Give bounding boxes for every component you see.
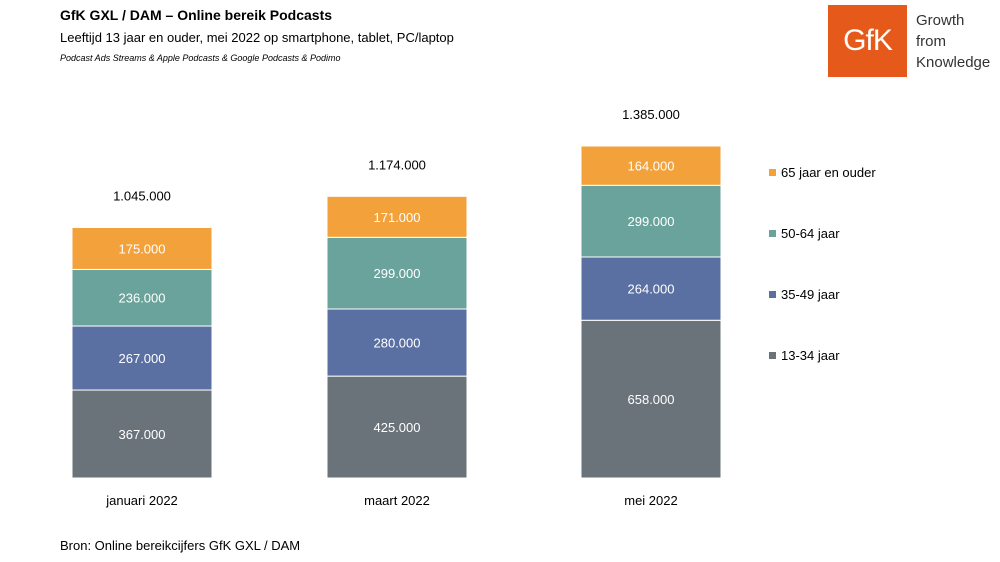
legend-label-3: 35-49 jaar	[781, 287, 840, 302]
bar-segment-3-2	[580, 256, 722, 321]
chart-title: GfK GXL / DAM – Online bereik Podcasts	[60, 7, 333, 23]
bar-value-label-2-4: 171.000	[374, 210, 421, 225]
bar-segment-2-1	[326, 375, 468, 479]
bar-segment-2-3	[326, 236, 468, 310]
tagline-line-3: Knowledge	[916, 54, 991, 71]
bar-value-label-3-3: 299.000	[628, 214, 675, 229]
x-axis-label-3: mei 2022	[624, 493, 677, 508]
gfk-logo-mark: GfK	[843, 24, 893, 57]
legend-swatch-4	[769, 352, 776, 359]
bar-segment-2-2	[326, 308, 468, 377]
bar-value-label-3-2: 264.000	[628, 282, 675, 297]
total-label-1: 1.045.000	[113, 189, 171, 204]
bar-segment-3-1	[580, 319, 722, 479]
bar-value-label-1-3: 236.000	[119, 291, 166, 306]
source-note: Bron: Online bereikcijfers GfK GXL / DAM	[60, 538, 301, 553]
bar-segment-3-4	[580, 145, 722, 186]
legend-label-4: 13-34 jaar	[781, 348, 840, 363]
legend-label-2: 50-64 jaar	[781, 226, 840, 241]
bar-value-label-2-3: 299.000	[374, 266, 421, 281]
bar-segment-2-4	[326, 195, 468, 238]
bar-value-label-1-4: 175.000	[119, 241, 166, 256]
tagline-line-2: from	[916, 33, 946, 50]
bar-value-label-2-1: 425.000	[374, 420, 421, 435]
chart-subtitle: Leeftijd 13 jaar en ouder, mei 2022 op s…	[60, 30, 454, 45]
tagline-line-1: Growth	[916, 12, 965, 29]
bar-value-label-1-1: 367.000	[119, 427, 166, 442]
gfk-logo: GfK	[828, 5, 907, 77]
bar-segment-3-3	[580, 184, 722, 258]
legend-swatch-1	[769, 169, 776, 176]
bar-value-label-3-1: 658.000	[628, 392, 675, 407]
legend-label-1: 65 jaar en ouder	[781, 165, 876, 180]
bar-value-label-3-4: 164.000	[628, 159, 675, 174]
legend-swatch-2	[769, 230, 776, 237]
logo-tagline: Growth from Knowledge	[916, 10, 990, 73]
x-axis-label-1: januari 2022	[105, 493, 178, 508]
bar-segment-1-3	[71, 268, 213, 327]
total-label-3: 1.385.000	[622, 107, 680, 122]
chart-note: Podcast Ads Streams & Apple Podcasts & G…	[60, 53, 341, 63]
legend-swatch-3	[769, 291, 776, 298]
x-axis-label-2: maart 2022	[364, 493, 430, 508]
bar-value-label-1-2: 267.000	[119, 351, 166, 366]
total-label-2: 1.174.000	[368, 157, 426, 172]
bar-segment-1-4	[71, 227, 213, 270]
bar-value-label-2-2: 280.000	[374, 336, 421, 351]
bar-segment-1-1	[71, 389, 213, 479]
